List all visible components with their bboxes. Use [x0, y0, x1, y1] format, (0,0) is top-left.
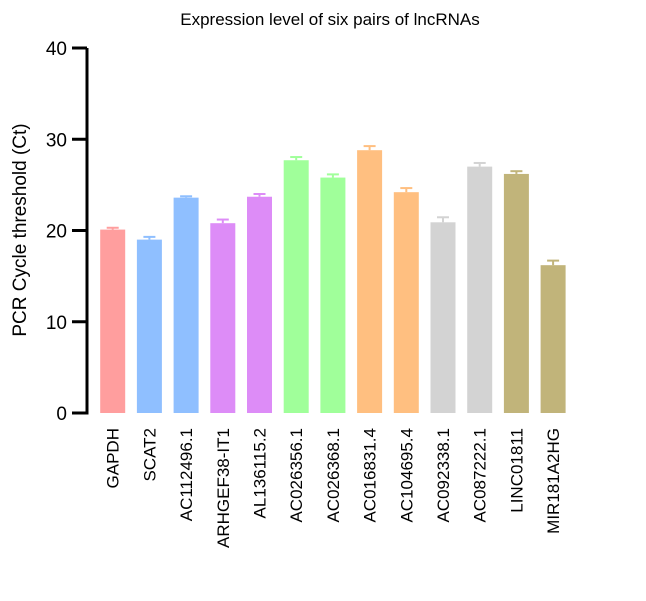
- x-tick-label: AC026356.1: [287, 428, 306, 523]
- x-tick-label: ARHGEF38-IT1: [214, 428, 233, 548]
- x-tick-label: SCAT2: [140, 428, 159, 482]
- bar-AC026356.1: [283, 160, 309, 413]
- y-tick-label: 10: [46, 313, 67, 334]
- x-tick-label: AC104695.4: [397, 428, 416, 523]
- y-tick-label: 30: [46, 130, 67, 151]
- bar-AC087222.1: [467, 166, 493, 413]
- y-tick-label: 20: [46, 222, 67, 243]
- bar-AC026368.1: [320, 177, 346, 413]
- bar-AC092338.1: [430, 222, 456, 413]
- y-axis-label: PCR Cycle threshold (Ct): [10, 123, 31, 336]
- y-tick-label: 0: [56, 404, 67, 425]
- bar-LINC01811: [503, 173, 529, 413]
- bar-MIR181A2HG: [540, 265, 566, 413]
- bar-AC104695.4: [393, 192, 419, 413]
- bar-GAPDH: [100, 229, 126, 413]
- bar-SCAT2: [136, 239, 162, 413]
- bar-ARHGEF38-IT1: [210, 223, 236, 413]
- bars: [100, 145, 566, 413]
- bar-AC016831.4: [357, 150, 383, 413]
- x-tick-label: AC112496.1: [177, 428, 196, 521]
- chart-title: Expression level of six pairs of lncRNAs: [180, 10, 480, 29]
- x-tick-label: MIR181A2HG: [544, 428, 563, 534]
- x-tick-label: AC092338.1: [434, 428, 453, 523]
- x-tick-label: AL136115.2: [251, 428, 270, 518]
- x-axis-labels: GAPDH SCAT2 AC112496.1 ARHGEF38-IT1 AL136115…: [104, 428, 563, 548]
- x-tick-label: LINC01811: [507, 428, 526, 513]
- x-tick-label: AC016831.4: [361, 428, 380, 523]
- x-tick-label: AC026368.1: [324, 428, 343, 523]
- x-tick-label: GAPDH: [104, 428, 123, 488]
- x-tick-label: AC087222.1: [471, 428, 490, 523]
- bar-AC112496.1: [173, 197, 199, 413]
- bar-AL136115.2: [247, 196, 272, 413]
- y-axis: 0 10 20 30 40: [46, 39, 89, 425]
- y-tick-label: 40: [46, 39, 67, 60]
